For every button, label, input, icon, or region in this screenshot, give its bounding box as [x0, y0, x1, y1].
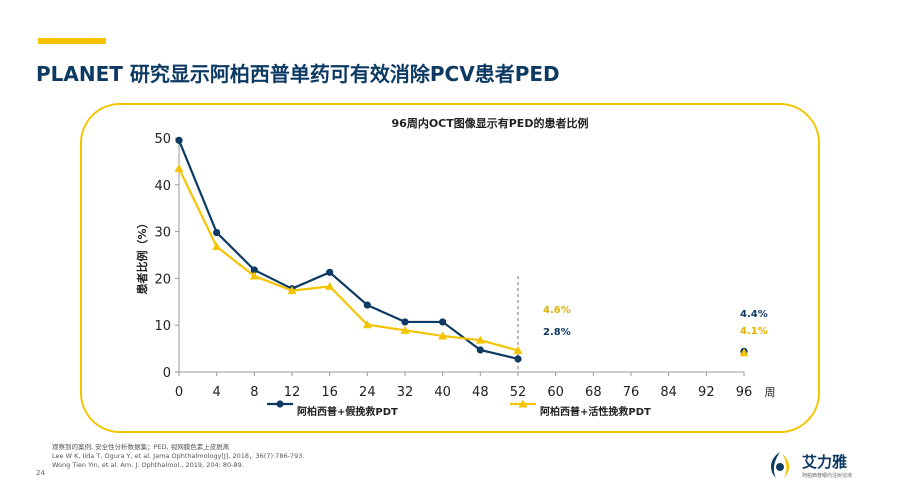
data-label: 4.6% — [543, 305, 571, 316]
legend-marker — [518, 399, 528, 408]
slide-title: PLANET 研究显示阿柏西普单药可有效消除PCV患者PED — [36, 62, 560, 86]
y-tick-label: 0 — [163, 366, 171, 381]
data-point — [401, 318, 409, 326]
series-group — [174, 136, 749, 363]
x-tick-label: 8 — [250, 385, 258, 400]
data-point-week-96 — [739, 348, 749, 357]
data-point — [363, 301, 371, 309]
data-point — [287, 286, 297, 295]
series-line-1 — [177, 139, 519, 360]
y-tick-label: 10 — [154, 319, 171, 334]
x-axis-unit: 周 — [765, 386, 776, 399]
x-tick-label: 60 — [547, 385, 564, 400]
data-point — [174, 163, 184, 172]
footnote-line-1: 观察到的案例, 安全性分析数据集；PED, 视网膜色素上皮脱离 — [52, 443, 230, 451]
logo-subtitle: 阿柏西普眼内注射溶液 — [802, 473, 853, 479]
title-accent-bar — [38, 38, 106, 44]
chart-frame — [80, 103, 820, 433]
x-tick-label: 52 — [510, 385, 527, 400]
data-point — [439, 318, 447, 326]
x-tick-label: 16 — [321, 385, 338, 400]
x-tick-label: 84 — [660, 385, 677, 400]
data-labels: 2.8% 4.4% 4.6% 4.1% — [543, 305, 768, 338]
data-point — [400, 325, 410, 334]
y-tick-label: 50 — [154, 132, 171, 147]
x-tick-label: 0 — [175, 385, 183, 400]
footnote-line-2: Lee W K, Iida T, Ogura Y, et al. Jama Op… — [52, 452, 305, 460]
data-point — [438, 331, 448, 340]
y-tick-label: 30 — [154, 226, 171, 241]
footnote: 观察到的案例, 安全性分析数据集；PED, 视网膜色素上皮脱离 Lee W K,… — [52, 443, 304, 470]
y-ticks: 0 10 20 30 40 50 — [154, 132, 179, 381]
data-point — [325, 281, 335, 290]
legend-label: 阿柏西普+假挽救PDT — [297, 405, 398, 418]
x-tick-label: 32 — [397, 385, 414, 400]
eye-logo-icon — [771, 452, 790, 478]
data-point — [175, 136, 183, 144]
data-point — [475, 335, 485, 344]
x-tick-label: 68 — [585, 385, 602, 400]
logo-name: 艾力雅 — [802, 453, 848, 471]
series-line-2 — [178, 167, 519, 352]
data-point — [362, 320, 372, 329]
x-tick-label: 12 — [284, 385, 301, 400]
data-label: 4.4% — [740, 309, 768, 320]
x-tick-label: 48 — [472, 385, 489, 400]
legend-label: 阿柏西普+活性挽救PDT — [540, 405, 651, 418]
x-tick-label: 96 — [736, 385, 753, 400]
chart-title: 96周内OCT图像显示有PED的患者比例 — [392, 116, 589, 130]
x-ticks: 0 4 8 12 16 24 32 40 48 52 60 68 76 84 92 96 — [175, 372, 752, 400]
legend-marker — [276, 400, 284, 408]
legend: 阿柏西普+假挽救PDT 阿柏西普+活性挽救PDT — [267, 399, 651, 418]
data-point — [249, 271, 259, 280]
data-point — [476, 346, 484, 354]
x-tick-label: 76 — [623, 385, 640, 400]
y-tick-label: 20 — [154, 272, 171, 287]
data-point — [326, 268, 334, 276]
y-axis-label: 患者比例（%） — [135, 217, 149, 294]
data-point — [514, 355, 522, 363]
footnote-line-3: Wong Tien Yin, et al. Am. J. Ophthalmol.… — [52, 461, 244, 469]
data-point — [213, 228, 221, 237]
x-tick-label: 4 — [213, 385, 221, 400]
brand-logo: 艾力雅 阿柏西普眼内注射溶液 — [762, 448, 872, 482]
y-tick-label: 40 — [154, 179, 171, 194]
page-number: 24 — [36, 469, 45, 477]
data-label: 2.8% — [543, 327, 571, 338]
data-point — [513, 345, 523, 354]
data-point — [212, 242, 222, 251]
x-tick-label: 24 — [359, 385, 376, 400]
x-tick-label: 40 — [434, 385, 451, 400]
data-point — [250, 266, 258, 274]
data-label: 4.1% — [740, 326, 768, 337]
x-tick-label: 92 — [698, 385, 715, 400]
